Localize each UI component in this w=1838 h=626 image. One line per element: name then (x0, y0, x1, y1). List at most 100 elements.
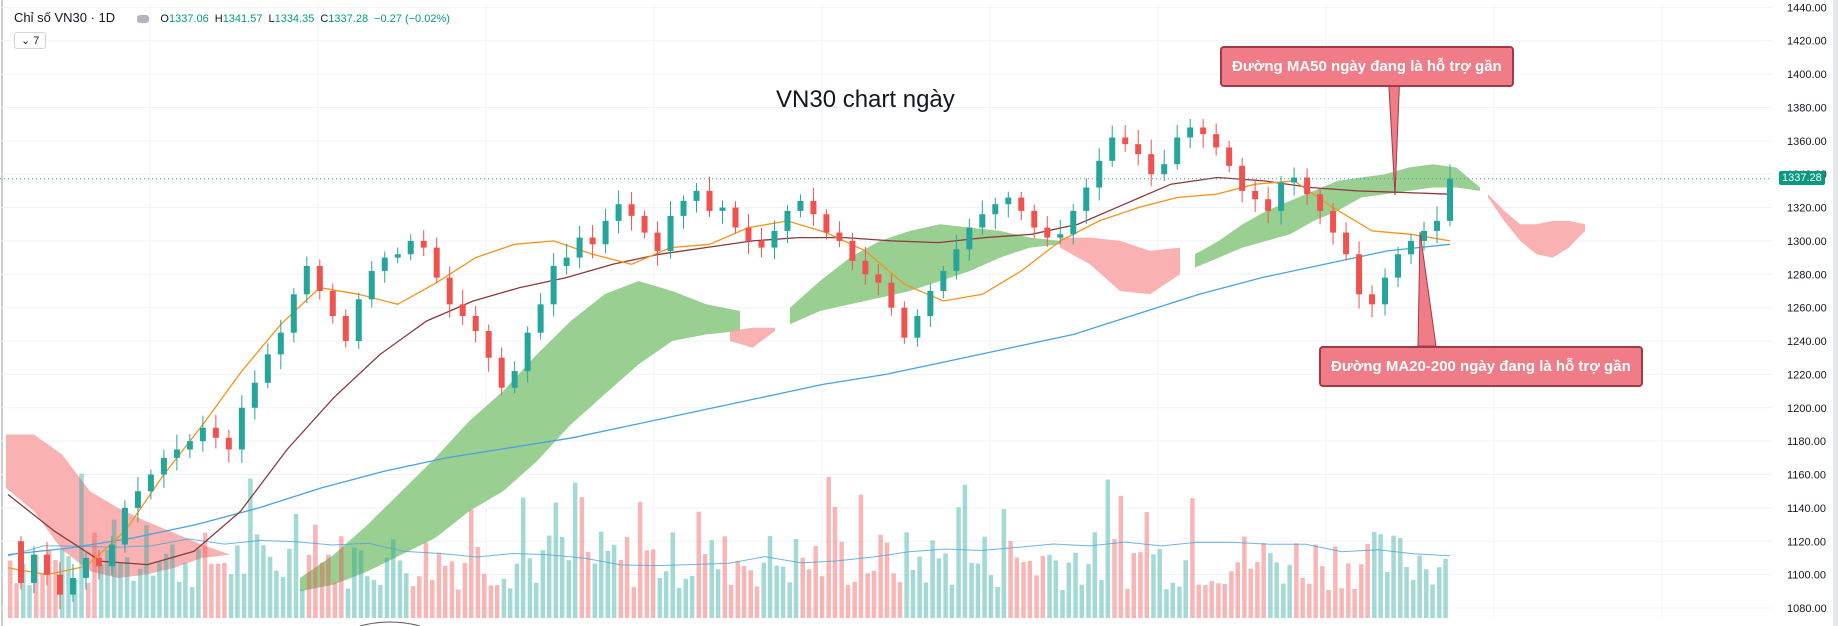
volume-average-line (7, 538, 1451, 567)
volume-bar (741, 565, 747, 618)
volume-bar (267, 556, 273, 618)
volume-bar (196, 549, 201, 618)
candle-body (758, 240, 765, 248)
volume-bar (468, 509, 474, 618)
volume-bar (540, 550, 546, 618)
volume-bar (189, 587, 195, 618)
ma50-callout[interactable]: Đường MA50 ngày đang là hỗ trợ gần (1220, 46, 1514, 87)
candle-body (1096, 160, 1103, 188)
candle-body (641, 215, 648, 233)
candle-body (186, 441, 193, 450)
candle-body (550, 265, 557, 305)
volume-bar (1307, 583, 1312, 618)
y-tick-label: 1180.00 (1787, 436, 1826, 448)
candle-body (1213, 134, 1220, 148)
volume-bar (910, 569, 916, 618)
volume-bar (1242, 536, 1247, 618)
candle-body (394, 254, 401, 258)
volume-bar (449, 561, 455, 618)
volume-bar (943, 553, 948, 618)
volume-bar (1326, 589, 1331, 618)
volume-bar (826, 476, 831, 618)
volume-bar (66, 556, 71, 618)
ohlc-values: O1337.06 H1341.57 L1334.35 C1337.28 −0.27 (−… (160, 13, 450, 25)
candle-body (979, 214, 986, 228)
volume-bar (170, 544, 175, 618)
candle-body (1330, 210, 1337, 233)
y-tick-label: 1260.00 (1787, 303, 1827, 315)
volume-bar (858, 494, 864, 618)
volume-bar (1359, 564, 1364, 618)
volume-bar (306, 554, 312, 618)
candle-body (602, 220, 609, 245)
volume-bar (904, 532, 909, 618)
candle-body (992, 204, 999, 215)
symbol-name[interactable]: Chỉ số VN30 · 1D (14, 10, 116, 25)
candle-body (836, 232, 843, 241)
candle-body (719, 207, 726, 211)
volume-bar (657, 577, 663, 618)
candle-body (433, 247, 440, 278)
volume-bar (793, 538, 799, 618)
volume-bar (702, 554, 708, 618)
candle-body (654, 232, 661, 251)
volume-bar (365, 576, 370, 618)
volume-bar (839, 541, 844, 618)
volume-bar (1177, 586, 1182, 618)
candle-body (225, 437, 232, 450)
candle-body (1408, 240, 1415, 255)
volume-bar (326, 554, 331, 618)
volume-bar (1398, 537, 1403, 618)
volume-bar (956, 507, 961, 618)
volume-bar (982, 536, 987, 618)
candle-body (147, 474, 154, 492)
candle-body (82, 557, 89, 578)
volume-bar (1372, 532, 1377, 618)
candle-body (303, 265, 310, 295)
volume-bar (228, 574, 234, 618)
volume-bar (176, 581, 182, 618)
volume-bar (144, 525, 149, 618)
y-tick-label: 1120.00 (1787, 536, 1826, 548)
volume-bar (1157, 549, 1163, 618)
volume-bar (1014, 557, 1020, 618)
high-label: H (214, 13, 223, 25)
volume-bar (40, 572, 45, 618)
volume-bar (1424, 569, 1429, 618)
volume-bar (663, 571, 669, 618)
ma20-200-callout[interactable]: Đường MA20-200 ngày đang là hỗ trợ gần (1319, 346, 1643, 387)
volume-bar (124, 557, 130, 618)
candle-body (628, 204, 635, 216)
candle-body (1031, 210, 1038, 228)
settings-dot-icon[interactable] (136, 14, 149, 23)
volume-bar (1274, 562, 1279, 618)
volume-bar (1391, 535, 1396, 618)
candle-body (1434, 220, 1441, 231)
ichimoku-cloud-bullish (1195, 164, 1480, 268)
y-tick-label: 1280.00 (1787, 269, 1827, 281)
indicators-toggle-button[interactable]: ⌄ 7 (14, 32, 47, 49)
candle-body (1083, 187, 1090, 211)
candle-body (355, 299, 362, 342)
volume-bar (1313, 544, 1318, 618)
candle-body (173, 449, 180, 458)
candle-body (1109, 137, 1116, 161)
volume-bar (1086, 564, 1091, 618)
volume-bar (1333, 546, 1338, 618)
volume-bar (670, 532, 676, 618)
volume-bar (1164, 589, 1169, 618)
candle-body (1200, 127, 1207, 135)
candle-body (17, 541, 24, 583)
candle-body (771, 230, 778, 248)
close-value: 1337.28 (328, 13, 369, 25)
candle-body (732, 207, 739, 228)
volume-bar (150, 575, 156, 618)
candle-body (1057, 234, 1064, 238)
chart-title: VN30 chart ngày (776, 86, 955, 113)
volume-bar (1060, 589, 1065, 618)
candle-body (680, 200, 687, 216)
volume-bar (345, 588, 351, 618)
open-value: 1337.06 (168, 13, 209, 25)
